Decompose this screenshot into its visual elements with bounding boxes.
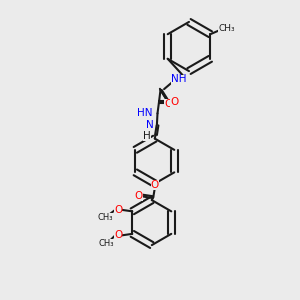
Text: HN: HN [137, 108, 153, 118]
Text: O: O [114, 230, 122, 240]
Text: H: H [143, 131, 151, 141]
Text: O: O [164, 99, 173, 109]
Text: CH₃: CH₃ [218, 24, 235, 33]
Text: O: O [114, 205, 122, 215]
Text: CH₃: CH₃ [98, 239, 114, 248]
Text: O: O [135, 190, 143, 201]
Text: O: O [170, 97, 178, 107]
Text: CH₃: CH₃ [98, 213, 113, 222]
Text: O: O [151, 180, 159, 190]
Text: N: N [146, 120, 153, 130]
Text: NH: NH [171, 74, 186, 85]
